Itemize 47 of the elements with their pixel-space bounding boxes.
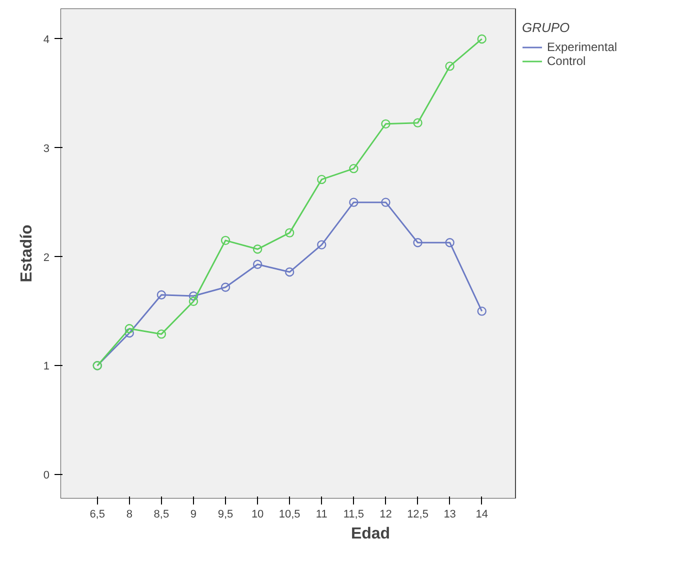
point (477, 306, 486, 316)
y-tick-label: 1 (43, 360, 50, 373)
x-tick-label: 11,5 (343, 508, 364, 520)
y-axis-title: Estadío (18, 224, 36, 282)
x-tick-label: 8 (126, 508, 132, 520)
x-tick-label: 11 (316, 508, 328, 520)
point (477, 34, 486, 44)
point (317, 240, 326, 250)
point (445, 62, 454, 71)
point (445, 238, 454, 248)
x-tick-label: 8,5 (154, 508, 170, 520)
point (381, 119, 390, 129)
x-tick-label: 14 (476, 508, 488, 520)
y-tick-label: 3 (43, 142, 50, 155)
y-tick-label: 4 (43, 34, 50, 46)
point (220, 282, 230, 292)
point (124, 324, 134, 334)
point (252, 260, 262, 269)
point (156, 329, 166, 339)
point (156, 290, 166, 300)
point (349, 164, 358, 174)
point (285, 228, 294, 238)
x-tick-label: 10 (251, 508, 264, 520)
y-tick-label: 2 (43, 252, 50, 264)
point (381, 198, 390, 207)
point (188, 291, 198, 301)
x-tick-label: 12 (380, 508, 392, 520)
legend-label: Control (547, 54, 586, 68)
x-tick-label: 9 (190, 508, 197, 520)
x-tick-label: 6,5 (90, 508, 105, 520)
x-axis-title: Edad (350, 526, 390, 542)
point (285, 267, 294, 277)
x-tick-label: 9,5 (218, 508, 234, 520)
x-tick-label: 13 (444, 508, 456, 520)
point (124, 328, 134, 338)
point (349, 198, 358, 207)
legend-label: Experimental (547, 40, 618, 54)
x-tick-label: 10,5 (278, 508, 300, 520)
point (252, 244, 262, 254)
point (317, 174, 326, 184)
point (188, 296, 198, 306)
y-tick-label: 0 (43, 470, 50, 482)
x-tick-label: 12,5 (407, 508, 428, 520)
point (413, 238, 422, 248)
legend-title: GRUPO (522, 20, 571, 35)
point (413, 118, 422, 128)
point (220, 236, 230, 246)
